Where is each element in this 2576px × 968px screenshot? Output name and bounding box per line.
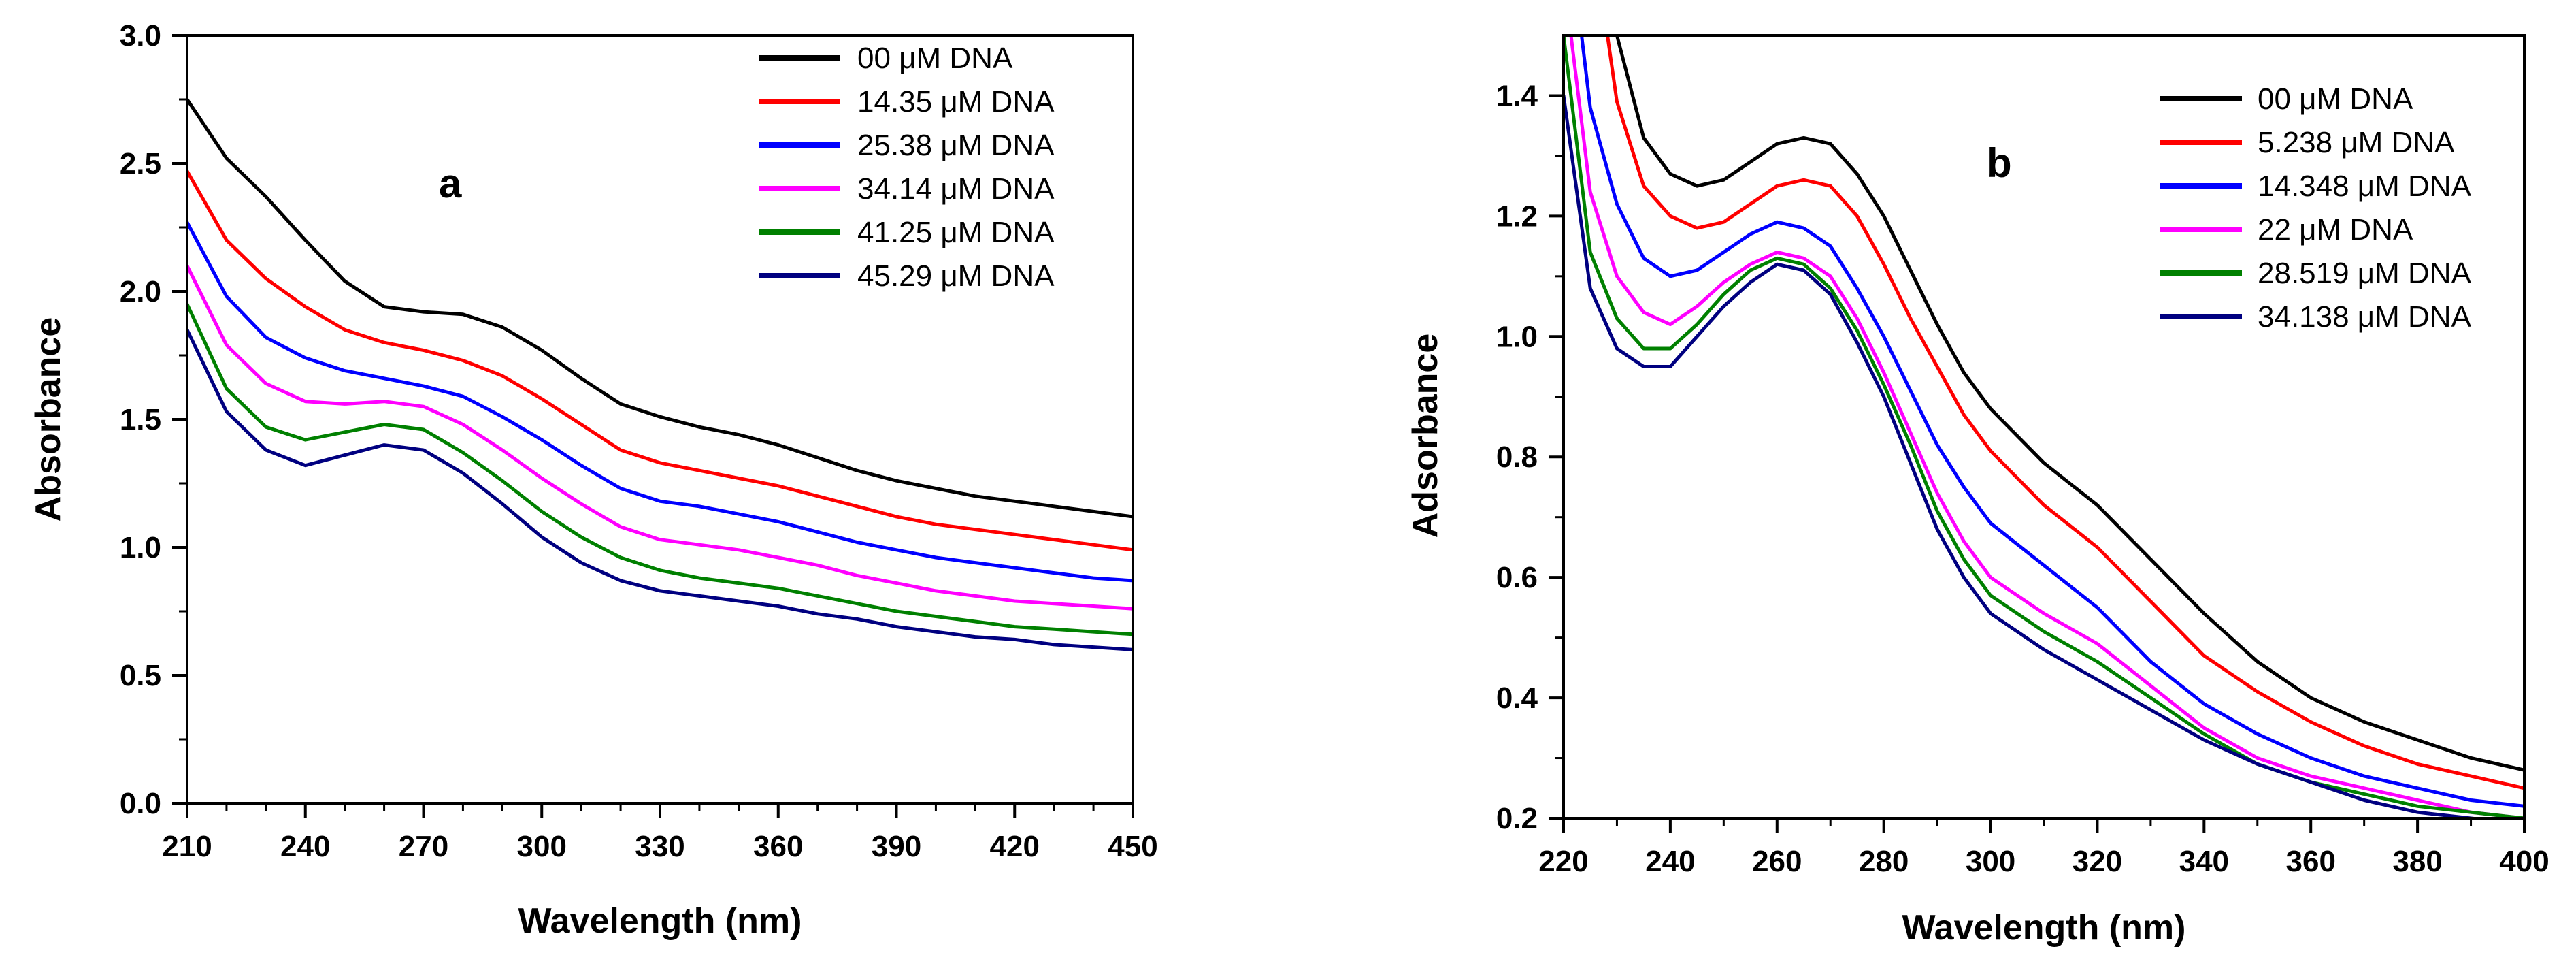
panel-b-x-tick-label: 320 — [2073, 845, 2122, 878]
panel-a-legend: 00 μM DNA 14.35 μM DNA 25.38 μM DNA 34.14 μ… — [759, 42, 1055, 293]
panel-a-x-tick-label: 270 — [399, 830, 448, 863]
panel-a-series-lines — [187, 97, 1133, 651]
panel-b: 220 240 260 280 300 320 340 360 380 400 0.2 0.4 0.6 0… — [1406, 34, 2549, 948]
legend-entry-label: 41.25 μM DNA — [857, 216, 1055, 249]
panel-a: 210 240 270 300 330 360 390 420 450 0.0 0.5 1.0 1.5 2… — [29, 19, 1158, 941]
panel-a-y-tick-label: 2.0 — [120, 275, 161, 308]
legend-entry-label: 34.138 μM DNA — [2258, 300, 2472, 334]
panel-a-y-tick-label: 0.0 — [120, 787, 161, 820]
panel-b-label: b — [1987, 140, 2012, 186]
panel-b-tick-labels: 220 240 260 280 300 320 340 360 380 400 0.2 0.4 0.6 0… — [1496, 79, 2549, 878]
panel-b-x-tick-label: 340 — [2179, 845, 2229, 878]
legend-entry-label: 22 μM DNA — [2258, 213, 2413, 246]
panel-a-tick-labels: 210 240 270 300 330 360 390 420 450 0.0 0.5 1.0 1.5 2… — [120, 19, 1158, 863]
panel-a-y-tick-label: 3.0 — [120, 19, 161, 52]
panel-a-x-tick-label: 300 — [517, 830, 567, 863]
panel-b-series-line-5 — [1564, 94, 2487, 818]
panel-a-x-tick-label: 210 — [162, 830, 212, 863]
panel-b-x-tick-label: 400 — [2499, 845, 2549, 878]
panel-a-y-tick-label: 1.0 — [120, 531, 161, 564]
panel-a-x-axis-title: Wavelength (nm) — [518, 901, 802, 941]
panel-a-series-line-2 — [187, 221, 1133, 583]
panel-b-x-tick-label: 240 — [1645, 845, 1695, 878]
panel-b-x-tick-label: 260 — [1752, 845, 1802, 878]
panel-a-series-line-1 — [187, 169, 1133, 552]
panel-a-x-tick-label: 360 — [753, 830, 803, 863]
panel-b-y-axis-title: Adsorbance — [1406, 334, 1445, 538]
legend-entry-label: 28.519 μM DNA — [2258, 257, 2472, 290]
panel-a-x-tick-label: 240 — [280, 830, 330, 863]
panel-a-series-line-5 — [187, 327, 1133, 651]
panel-b-x-tick-label: 280 — [1859, 845, 1909, 878]
panel-b-legend: 00 μM DNA 5.238 μM DNA 14.348 μM DNA 22 μM … — [2160, 82, 2472, 334]
panel-b-x-tick-label: 380 — [2392, 845, 2442, 878]
panel-a-series-line-0 — [187, 97, 1133, 519]
panel-b-series-line-2 — [1579, 35, 2524, 808]
panel-a-x-tick-label: 450 — [1108, 830, 1157, 863]
panel-b-x-tick-label: 220 — [1538, 845, 1588, 878]
legend-entry-label: 5.238 μM DNA — [2258, 126, 2455, 159]
panel-a-ticks — [172, 34, 1134, 818]
panel-a-series-line-3 — [187, 263, 1133, 611]
panel-a-x-tick-label: 390 — [872, 830, 921, 863]
panel-a-y-tick-label: 2.5 — [120, 147, 161, 180]
legend-entry-label: 25.38 μM DNA — [857, 129, 1055, 162]
legend-entry-label: 45.29 μM DNA — [857, 259, 1055, 293]
panel-a-y-axis-title: Absorbance — [29, 317, 68, 522]
panel-a-label: a — [439, 161, 462, 206]
panel-b-series-line-1 — [1605, 35, 2524, 790]
panel-b-y-tick-label: 0.4 — [1496, 681, 1538, 715]
legend-entry-label: 00 μM DNA — [857, 42, 1013, 75]
panel-b-x-tick-label: 360 — [2286, 845, 2336, 878]
panel-a-y-tick-label: 1.5 — [120, 403, 161, 436]
legend-entry-label: 34.14 μM DNA — [857, 172, 1055, 206]
panel-a-x-tick-label: 420 — [990, 830, 1040, 863]
panel-b-series-line-0 — [1615, 35, 2524, 772]
legend-entry-label: 00 μM DNA — [2258, 82, 2413, 116]
panel-b-x-tick-label: 300 — [1966, 845, 2015, 878]
legend-entry-label: 14.35 μM DNA — [857, 85, 1055, 118]
panel-b-y-tick-label: 1.0 — [1496, 320, 1538, 353]
panel-a-x-tick-label: 330 — [635, 830, 684, 863]
panel-b-y-tick-label: 0.6 — [1496, 561, 1538, 594]
legend-entry-label: 14.348 μM DNA — [2258, 170, 2472, 203]
panel-b-y-tick-label: 0.8 — [1496, 440, 1538, 474]
panel-a-series-line-4 — [187, 302, 1133, 636]
panel-b-ticks — [1549, 94, 2526, 833]
panel-b-y-tick-label: 0.2 — [1496, 802, 1538, 835]
panel-b-series-lines — [1564, 35, 2524, 818]
panel-b-x-axis-title: Wavelength (nm) — [1902, 908, 2186, 948]
panel-b-y-tick-label: 1.2 — [1496, 199, 1538, 233]
panel-b-series-line-3 — [1569, 35, 2524, 818]
panel-a-y-tick-label: 0.5 — [120, 659, 161, 692]
panel-b-y-tick-label: 1.4 — [1496, 79, 1538, 112]
